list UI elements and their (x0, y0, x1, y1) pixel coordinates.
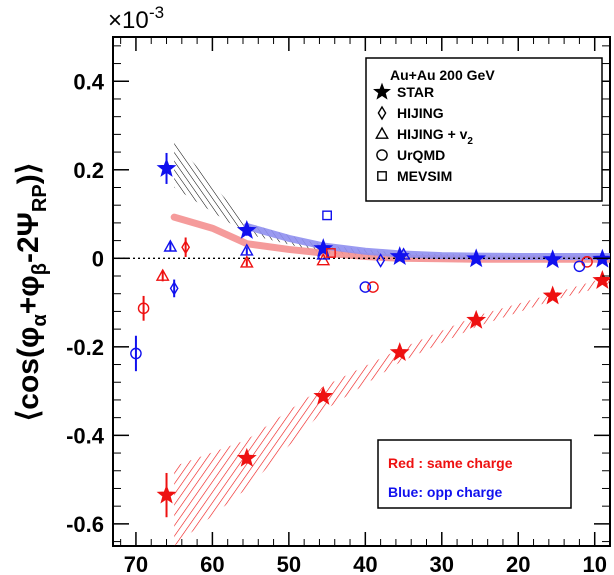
y-scale-label: ×10 (108, 7, 149, 34)
point-urqmd-opp-charge-1 (359, 281, 372, 293)
y-tick-label-5: 0.4 (73, 69, 104, 94)
note-opp-charge: Blue: opp charge (388, 484, 503, 500)
point-urqmd-same-charge-1 (367, 281, 379, 293)
y-scale-factor: ×10 -3 (108, 3, 164, 34)
x-tick-label-30: 30 (430, 552, 454, 575)
point-urqmd-opp-charge-0 (130, 347, 142, 360)
point-hijing-v2-same-charge-1 (239, 255, 254, 268)
legend: Au+Au 200 GeV STAR HIJING HIJING + v2UrQMD… (365, 57, 603, 202)
curve-opp-charge (243, 222, 610, 261)
x-tick-label-60: 60 (200, 552, 224, 575)
y-scale-exponent: -3 (149, 3, 164, 22)
legend-entry-star: STAR (373, 82, 434, 100)
point-hijing-v2-opp-charge-3 (396, 247, 411, 260)
point-hijing-v2-opp-charge-0 (163, 239, 178, 252)
note-same-charge: Red : same charge (388, 455, 513, 471)
point-star-same-charge-1 (236, 447, 257, 467)
x-tick-label-50: 50 (277, 552, 301, 575)
legend-marker-star-icon (373, 82, 391, 100)
point-hijing-v2-same-charge-0 (155, 268, 170, 281)
legend-label-square: MEVSIM (397, 168, 452, 184)
legend-marker-square-icon (377, 171, 387, 181)
point-hijing-same-charge-0 (181, 239, 191, 255)
y-tick-label-0: -0.6 (66, 512, 104, 537)
point-star-opp-charge-4 (466, 248, 487, 268)
legend-entry-diamond: HIJING (377, 105, 444, 121)
point-urqmd-opp-charge-2 (573, 260, 586, 273)
y-tick-label-2: -0.2 (66, 335, 104, 360)
legend-entry-triangle: HIJING + v2 (375, 126, 473, 147)
point-star-same-charge-5 (542, 285, 563, 305)
x-tick-label-20: 20 (506, 552, 530, 575)
legend-label-circle: UrQMD (397, 147, 445, 163)
y-tick-label-4: 0.2 (73, 158, 104, 183)
point-star-same-charge-0 (156, 484, 177, 504)
charge-note-box (377, 439, 572, 509)
point-hijing-opp-charge-1 (376, 253, 386, 268)
x-tick-label-70: 70 (124, 552, 148, 575)
legend-title: Au+Au 200 GeV (390, 67, 495, 83)
point-star-opp-charge-5 (542, 249, 563, 269)
y-tick-label-1: -0.4 (66, 423, 105, 448)
point-mevsim-same-charge-0 (326, 248, 336, 258)
legend-entry-square: MEVSIM (377, 168, 452, 184)
point-star-same-charge-6 (592, 270, 610, 289)
axes-layer: 70 60 50 40 30 20 10 -0.6 -0.4 -0.2 0 0.2 0.4 (66, 37, 611, 575)
legend-label-star: STAR (397, 84, 434, 100)
charge-note: Red : same charge Blue: opp charge (377, 439, 572, 509)
legend-marker-diamond-icon (377, 105, 387, 121)
points-layer (130, 152, 610, 518)
point-star-opp-charge-0 (156, 158, 177, 177)
x-tick-label-40: 40 (353, 552, 377, 575)
legend-label-triangle: HIJING + v2 (397, 126, 473, 147)
point-star-same-charge-3 (389, 342, 410, 362)
x-tick-label-10: 10 (582, 552, 606, 575)
legend-label-diamond: HIJING (397, 105, 444, 121)
point-star-opp-charge-1 (236, 219, 257, 239)
point-mevsim-opp-charge-0 (322, 210, 332, 221)
point-hijing-v2-opp-charge-1 (239, 243, 254, 256)
point-star-same-charge-4 (466, 309, 487, 329)
legend-entry-circle: UrQMD (376, 147, 445, 163)
y-axis-label: ⟨cos(φα+φβ-2ΨRP)⟩ (12, 163, 51, 422)
legend-marker-circle-icon (376, 149, 388, 161)
legend-marker-triangle-icon (375, 126, 389, 139)
point-hijing-opp-charge-0 (169, 281, 179, 296)
point-urqmd-same-charge-0 (137, 302, 150, 315)
point-star-same-charge-2 (313, 385, 334, 405)
legend-box (365, 57, 603, 202)
y-tick-label-3: 0 (92, 246, 104, 271)
